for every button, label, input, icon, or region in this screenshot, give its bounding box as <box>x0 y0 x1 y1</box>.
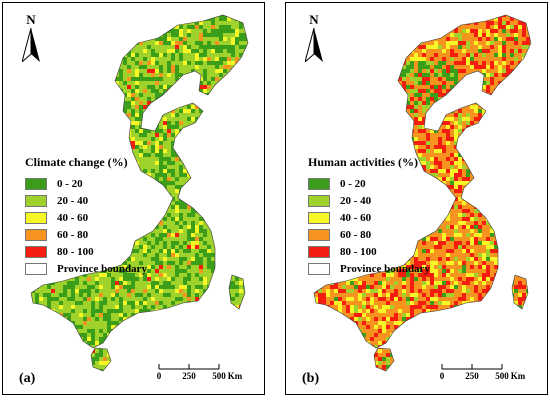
legend-item: 40 - 60 <box>25 210 147 226</box>
legend-swatch <box>25 263 47 275</box>
legend-title: Climate change (%) <box>25 155 128 169</box>
map-region-human <box>313 14 532 372</box>
legend-label: 40 - 60 <box>57 212 89 224</box>
map-region-climate <box>30 14 249 372</box>
legend-label: 20 - 40 <box>57 195 89 207</box>
legend-item: 60 - 80 <box>25 227 147 243</box>
scale-unit: Km <box>227 371 243 381</box>
legend-swatch <box>308 229 330 241</box>
legend-item: Province boundary <box>308 261 430 277</box>
scale-tick: 250 <box>182 371 196 381</box>
legend-item: Province boundary <box>25 261 147 277</box>
scale-bar-line <box>158 364 220 370</box>
legend-item: 0 - 20 <box>25 176 147 192</box>
legend-item: 80 - 100 <box>25 244 147 260</box>
legend-label: Province boundary <box>57 263 147 275</box>
legend-swatch <box>25 229 47 241</box>
legend-swatch <box>308 246 330 258</box>
legend-swatch <box>25 212 47 224</box>
legend-swatch <box>25 178 47 190</box>
legend-label: 40 - 60 <box>340 212 372 224</box>
legend-title: Human activities (%) <box>308 155 418 169</box>
scale-tick: 0 <box>156 371 162 381</box>
legend-item: 40 - 60 <box>308 210 430 226</box>
legend-swatch <box>25 195 47 207</box>
scale-tick: 250 <box>465 371 479 381</box>
legend-swatch <box>25 246 47 258</box>
legend-item: 60 - 80 <box>308 227 430 243</box>
scale-tick: 500 <box>495 371 509 381</box>
legend-label: 0 - 20 <box>340 178 366 190</box>
legend-swatch <box>308 263 330 275</box>
north-label: N <box>309 12 319 27</box>
legend-label: 80 - 100 <box>340 246 377 258</box>
north-arrow-icon <box>22 28 40 62</box>
legend-swatch <box>308 212 330 224</box>
coastline <box>30 14 249 372</box>
legend-swatch <box>308 178 330 190</box>
legend-label: Province boundary <box>340 263 430 275</box>
legend-label: 20 - 40 <box>340 195 372 207</box>
north-arrow: N <box>18 13 44 63</box>
legend: Climate change (%) 0 - 20 20 - 40 40 - 6… <box>25 155 147 278</box>
scale-bar-line <box>441 364 503 370</box>
legend: Human activities (%) 0 - 20 20 - 40 40 -… <box>308 155 430 278</box>
map-panel-human: N Human activities (%) 0 - 20 20 - 40 40… <box>285 2 548 395</box>
legend-item: 20 - 40 <box>308 193 430 209</box>
legend-item: 20 - 40 <box>25 193 147 209</box>
panel-label: (a) <box>19 371 36 386</box>
legend-swatch <box>308 195 330 207</box>
scale-bar: 0 250 500 Km <box>434 361 534 387</box>
north-label: N <box>26 12 36 27</box>
legend-label: 80 - 100 <box>57 246 94 258</box>
scale-tick: 0 <box>439 371 445 381</box>
scale-bar: 0 250 500 Km <box>151 361 251 387</box>
legend-label: 60 - 80 <box>57 229 89 241</box>
map-panel-climate: N Climate change (%) 0 - 20 20 - 40 40 -… <box>2 2 265 395</box>
north-arrow-icon <box>305 28 323 62</box>
scale-tick: 500 <box>212 371 226 381</box>
scale-unit: Km <box>510 371 526 381</box>
legend-item: 80 - 100 <box>308 244 430 260</box>
north-arrow: N <box>301 13 327 63</box>
legend-item: 0 - 20 <box>308 176 430 192</box>
legend-label: 60 - 80 <box>340 229 372 241</box>
panel-label: (b) <box>302 371 320 386</box>
legend-label: 0 - 20 <box>57 178 83 190</box>
coastline <box>313 14 532 372</box>
